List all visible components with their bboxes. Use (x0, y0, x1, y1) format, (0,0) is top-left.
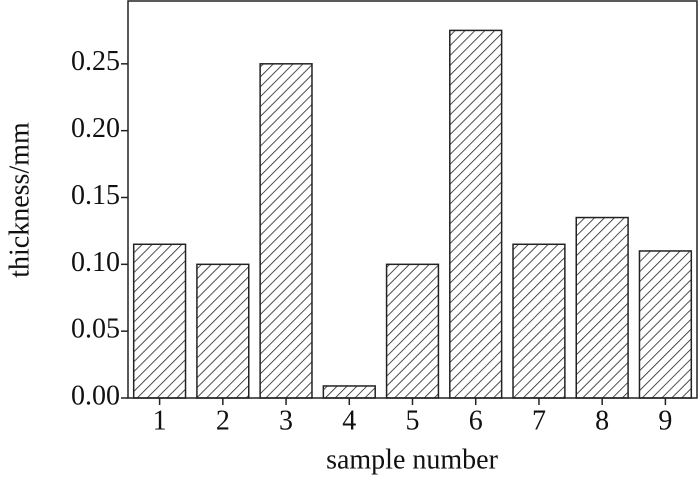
bar (259, 63, 313, 399)
x-tick-label: 1 (153, 405, 167, 436)
y-tick-label: 0.05 (71, 314, 120, 345)
y-tick-label: 0.00 (71, 380, 120, 411)
bar (385, 263, 440, 399)
x-tick-label: 8 (595, 405, 609, 436)
bar (575, 216, 629, 399)
y-tick-label: 0.15 (71, 180, 120, 211)
y-tick-label: 0.25 (71, 46, 120, 77)
x-tick-label: 2 (216, 405, 230, 436)
bar (322, 385, 376, 399)
bar (638, 250, 693, 399)
x-tick-label: 7 (532, 405, 546, 436)
y-tick-label: 0.20 (71, 113, 120, 144)
x-tick-label: 5 (406, 405, 420, 436)
x-tick-label: 4 (342, 405, 356, 436)
x-tick-label: 9 (658, 405, 672, 436)
y-tick-label: 0.10 (71, 247, 120, 278)
plot-frame (127, 0, 698, 399)
y-axis-label: thickness/mm (4, 122, 35, 278)
x-tick-label: 6 (469, 405, 483, 436)
x-tick-label: 3 (279, 405, 293, 436)
bar (196, 263, 250, 399)
bar (449, 29, 503, 399)
bar (512, 243, 566, 399)
bar (132, 243, 187, 399)
x-axis-label: sample number (326, 444, 499, 475)
